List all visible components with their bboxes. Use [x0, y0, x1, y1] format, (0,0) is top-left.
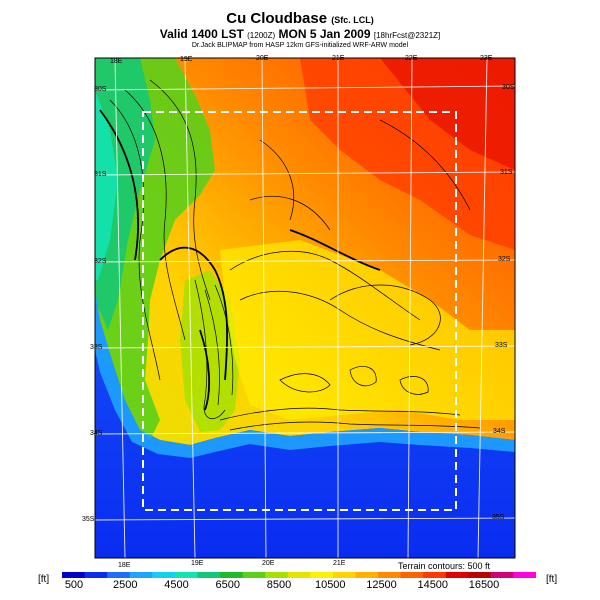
inner-domain-box — [142, 111, 457, 511]
lon-label-top: 20E — [256, 55, 269, 62]
legend-tick-label: 12500 — [366, 579, 397, 591]
legend-color-bar — [62, 572, 536, 578]
legend-tick-label: 8500 — [266, 579, 292, 591]
legend-swatch — [107, 572, 131, 578]
lat-label-left: 33S — [90, 344, 103, 351]
lat-label-right: 34S — [493, 428, 506, 435]
lon-label-top: 22E — [405, 55, 418, 62]
lon-label-top: 18E — [110, 58, 123, 65]
valid-date: MON 5 Jan 2009 — [278, 27, 371, 41]
lat-label-right: 30S — [502, 84, 515, 91]
terrain-contour-note: Terrain contours: 500 ft — [398, 561, 491, 571]
lat-label-left: 30S — [94, 86, 107, 93]
legend-tick-label: 4500 — [164, 579, 189, 591]
title-suffix: (Sfc. LCL) — [331, 15, 374, 25]
legend-swatch — [400, 572, 424, 578]
map-frame — [94, 57, 516, 559]
legend-unit-left: [ft] — [38, 574, 50, 585]
valid-main: Valid 1400 LST — [159, 27, 244, 41]
lat-lon-grid — [95, 58, 515, 558]
legend-tick-label: 6500 — [215, 579, 240, 591]
terrain-contours — [109, 79, 481, 431]
legend-swatch — [310, 572, 334, 578]
legend-unit-right: [ft] — [546, 574, 558, 585]
legend-tick-label: 16500 — [468, 579, 500, 591]
lon-label-top: 21E — [332, 55, 345, 62]
lon-label-bottom: 19E — [191, 560, 204, 567]
legend-swatch — [468, 572, 492, 578]
legend-tick-label: 2500 — [113, 579, 138, 591]
lon-label-bottom: 18E — [118, 562, 131, 569]
legend-swatch — [174, 572, 198, 578]
legend-swatch — [490, 572, 514, 578]
valid-utc: (1200Z) — [247, 31, 276, 40]
lat-label-left: 32S — [94, 258, 107, 265]
legend-swatch — [242, 572, 266, 578]
legend-swatch — [62, 572, 86, 578]
legend-swatch — [445, 572, 469, 578]
lon-label-bottom: 21E — [333, 560, 346, 567]
map-field — [95, 58, 515, 558]
legend-swatch — [287, 572, 311, 578]
title-main: Cu Cloudbase — [226, 10, 328, 27]
legend-swatch — [197, 572, 221, 578]
legend-tick-label: 500 — [64, 579, 84, 591]
lon-label-top: 19E — [180, 56, 193, 63]
legend-swatch — [220, 572, 244, 578]
legend-swatch — [355, 572, 379, 578]
lat-label-right: 33S — [495, 342, 508, 349]
valid-time-line: Valid 1400 LST (1200Z) MON 5 Jan 2009 [1… — [0, 27, 600, 41]
lat-label-right: 31S — [500, 169, 513, 176]
legend-swatch — [84, 572, 108, 578]
lat-label-right: 35S — [492, 514, 505, 521]
legend-swatch — [513, 572, 536, 578]
legend-tick-label: 10500 — [314, 579, 346, 591]
lon-label-top: 23E — [480, 55, 493, 62]
legend-tick-label: 14500 — [417, 579, 449, 591]
lat-label-left: 34S — [90, 430, 103, 437]
lat-label-right: 32S — [498, 256, 511, 263]
lat-label-left: 35S — [82, 516, 95, 523]
lat-label-left: 31S — [94, 171, 107, 178]
legend-swatch — [265, 572, 289, 578]
legend-swatch — [152, 572, 176, 578]
map-title: Cu Cloudbase (Sfc. LCL) — [0, 10, 600, 27]
legend-swatch — [129, 572, 153, 578]
forecast-info: [18hrFcst@2321Z] — [373, 31, 441, 40]
legend-swatch — [378, 572, 402, 578]
legend-swatch — [332, 572, 356, 578]
legend-swatch — [423, 572, 447, 578]
model-credit: Dr.Jack BLIPMAP from HASP 12km GFS-initi… — [191, 42, 409, 49]
lon-label-bottom: 20E — [262, 560, 275, 567]
